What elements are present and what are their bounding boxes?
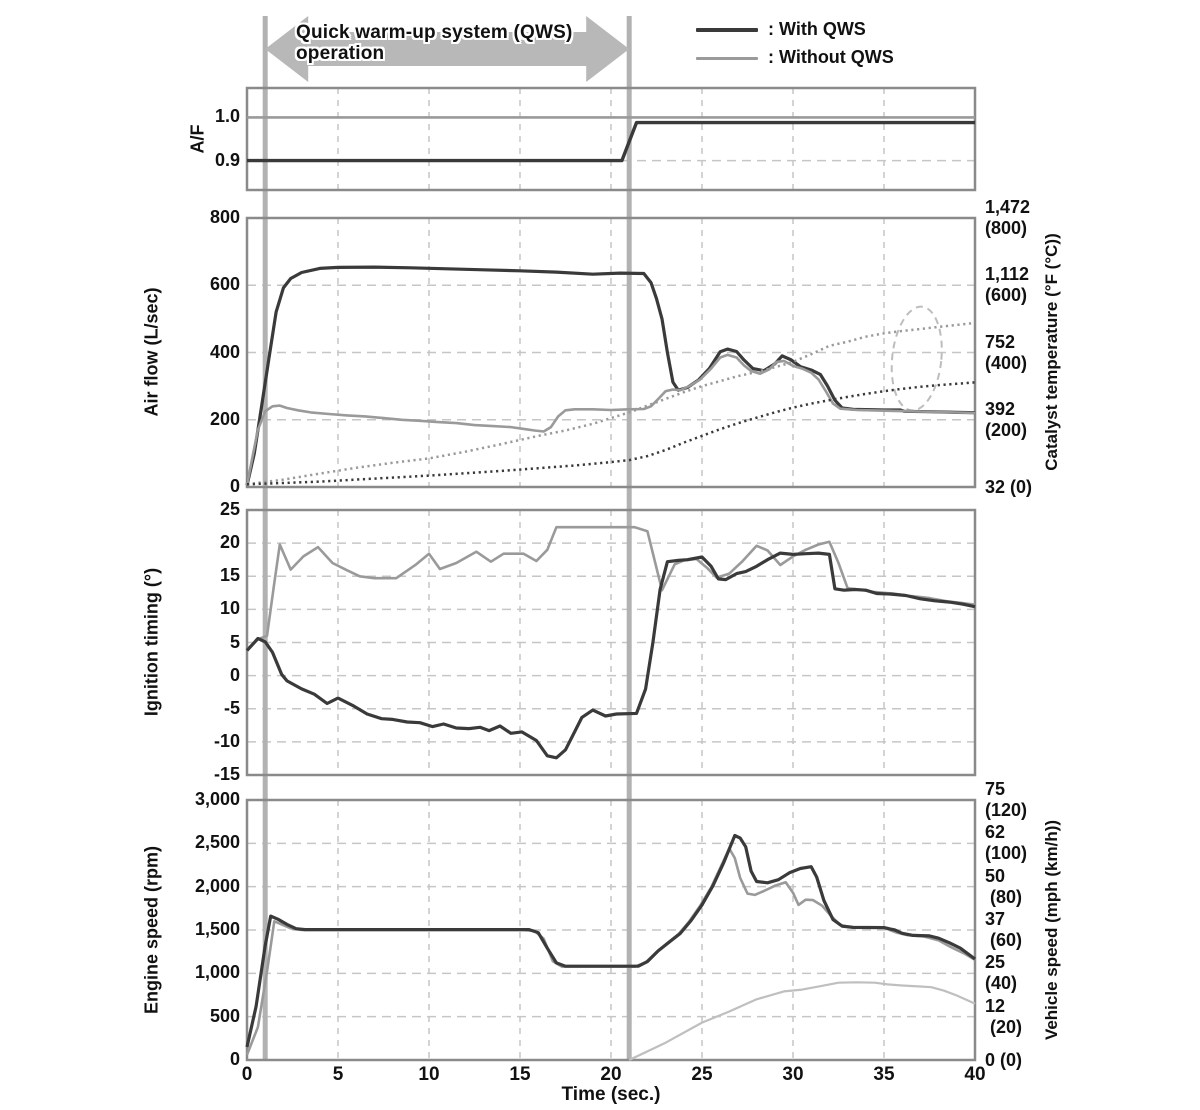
xtick-time: 5 xyxy=(332,1064,344,1085)
ytick-airflow: 400 xyxy=(209,342,240,362)
ytick-af: 0.9 xyxy=(214,150,240,170)
xtick-time: 20 xyxy=(600,1064,622,1085)
panel-border-engine xyxy=(245,798,977,1062)
rtick-airflow: 32 (0) xyxy=(985,477,1033,497)
series-without-qws-airflow xyxy=(245,353,976,486)
legend-with-qws-label: : With QWS xyxy=(768,19,866,39)
ytick-engine: 2,500 xyxy=(194,832,240,852)
ytick-engine: 1,500 xyxy=(194,919,240,939)
ytick-engine: 0 xyxy=(229,1049,240,1069)
series-with-qws-ignition xyxy=(245,551,976,760)
series-without-qws-engine-speed xyxy=(245,847,976,1056)
rtick-engine: 25 (40) xyxy=(985,952,1018,993)
rtick-engine: 62 (100) xyxy=(985,822,1028,863)
legend-without-qws-label: : Without QWS xyxy=(768,47,894,67)
qws-operation-banner-label: Quick warm-up system (QWS) operation xyxy=(296,22,573,64)
catalyst-temp-annotation-ellipse xyxy=(890,305,943,412)
rtick-airflow: 752 (400) xyxy=(985,332,1028,373)
ytick-engine: 3,000 xyxy=(194,789,240,809)
ytick-airflow: 600 xyxy=(209,274,240,294)
series-vehicle-speed xyxy=(628,981,976,1061)
xtick-time: 15 xyxy=(509,1064,531,1085)
ytick-ignition: -15 xyxy=(213,764,240,784)
ytick-airflow: 200 xyxy=(209,409,240,429)
rtick-engine: 12 (20) xyxy=(985,996,1023,1037)
ytick-af: 1.0 xyxy=(214,106,240,126)
series-catalyst-temp-slow-dotted-dark xyxy=(246,381,976,486)
rtick-airflow: 392 (200) xyxy=(985,399,1028,440)
ytick-engine: 1,000 xyxy=(194,962,240,982)
qws-window-bar xyxy=(262,16,268,1060)
xtick-time: 30 xyxy=(782,1064,804,1085)
ytick-engine: 2,000 xyxy=(194,876,240,896)
ytick-ignition: 15 xyxy=(219,565,240,585)
ytick-airflow: 800 xyxy=(209,207,240,227)
xtick-time: 35 xyxy=(873,1064,895,1085)
ytick-engine: 500 xyxy=(209,1006,240,1026)
xtick-time: 10 xyxy=(418,1064,440,1085)
qws-banner-arrow xyxy=(265,16,630,82)
rtick-engine: 75 (120) xyxy=(985,779,1028,820)
xtick-time: 25 xyxy=(691,1064,713,1085)
series-with-qws-af xyxy=(247,120,975,163)
ytick-ignition: 20 xyxy=(219,532,240,552)
ytick-ignition: 25 xyxy=(219,499,240,519)
rtick-engine: 0 (0) xyxy=(985,1050,1023,1070)
panel-border-ignition xyxy=(245,508,977,777)
ytick-airflow: 0 xyxy=(229,476,240,496)
legend-without-qws-line xyxy=(696,57,758,60)
ytick-ignition: -5 xyxy=(223,698,240,718)
rtick-engine: 37 (60) xyxy=(985,909,1023,950)
panel-border-af xyxy=(245,86,977,192)
ytick-ignition: -10 xyxy=(213,731,240,751)
panel-border-airflow xyxy=(245,216,977,489)
rtick-engine: 50 (80) xyxy=(985,866,1023,907)
xtick-time: 0 xyxy=(241,1064,253,1085)
ytick-ignition: 5 xyxy=(229,632,240,652)
time-axis-title: Time (sec.) xyxy=(561,1084,661,1105)
ytick-ignition: 10 xyxy=(219,598,240,618)
qws-window-bar xyxy=(626,16,632,1060)
xtick-time: 40 xyxy=(964,1064,986,1085)
series-with-qws-engine-speed xyxy=(245,833,976,1048)
ytick-ignition: 0 xyxy=(229,665,240,685)
legend-with-qws-line xyxy=(696,28,758,32)
rtick-airflow: 1,472 (800) xyxy=(985,197,1031,238)
series-without-qws-ignition xyxy=(246,525,976,652)
rtick-airflow: 1,112 (600) xyxy=(985,264,1030,305)
